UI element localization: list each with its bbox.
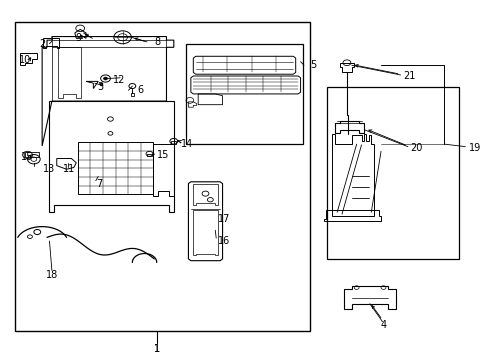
Text: 6: 6 [137,85,143,95]
Bar [327,87,458,259]
Text: 8: 8 [154,37,160,47]
Text: 7: 7 [96,179,102,189]
Bar [15,22,310,330]
Text: 15: 15 [157,150,169,160]
Text: 1: 1 [153,344,160,354]
Text: 15: 15 [21,152,34,162]
Text: 1: 1 [153,343,160,354]
Text: 16: 16 [217,236,229,246]
Circle shape [103,77,107,80]
Text: 5: 5 [310,60,316,70]
Text: 17: 17 [217,215,229,224]
Text: 13: 13 [43,164,56,174]
Text: 2: 2 [39,39,45,49]
Text: 19: 19 [468,143,480,153]
Text: 9: 9 [76,33,81,43]
Text: 3: 3 [98,82,103,92]
Text: 12: 12 [113,75,125,85]
Text: 18: 18 [46,270,58,280]
Bar [185,44,303,144]
Text: 14: 14 [181,139,193,149]
Text: 4: 4 [380,320,386,330]
Text: 21: 21 [402,71,414,81]
Text: 11: 11 [62,164,75,174]
Text: 20: 20 [409,143,422,153]
Text: 10: 10 [19,55,31,65]
